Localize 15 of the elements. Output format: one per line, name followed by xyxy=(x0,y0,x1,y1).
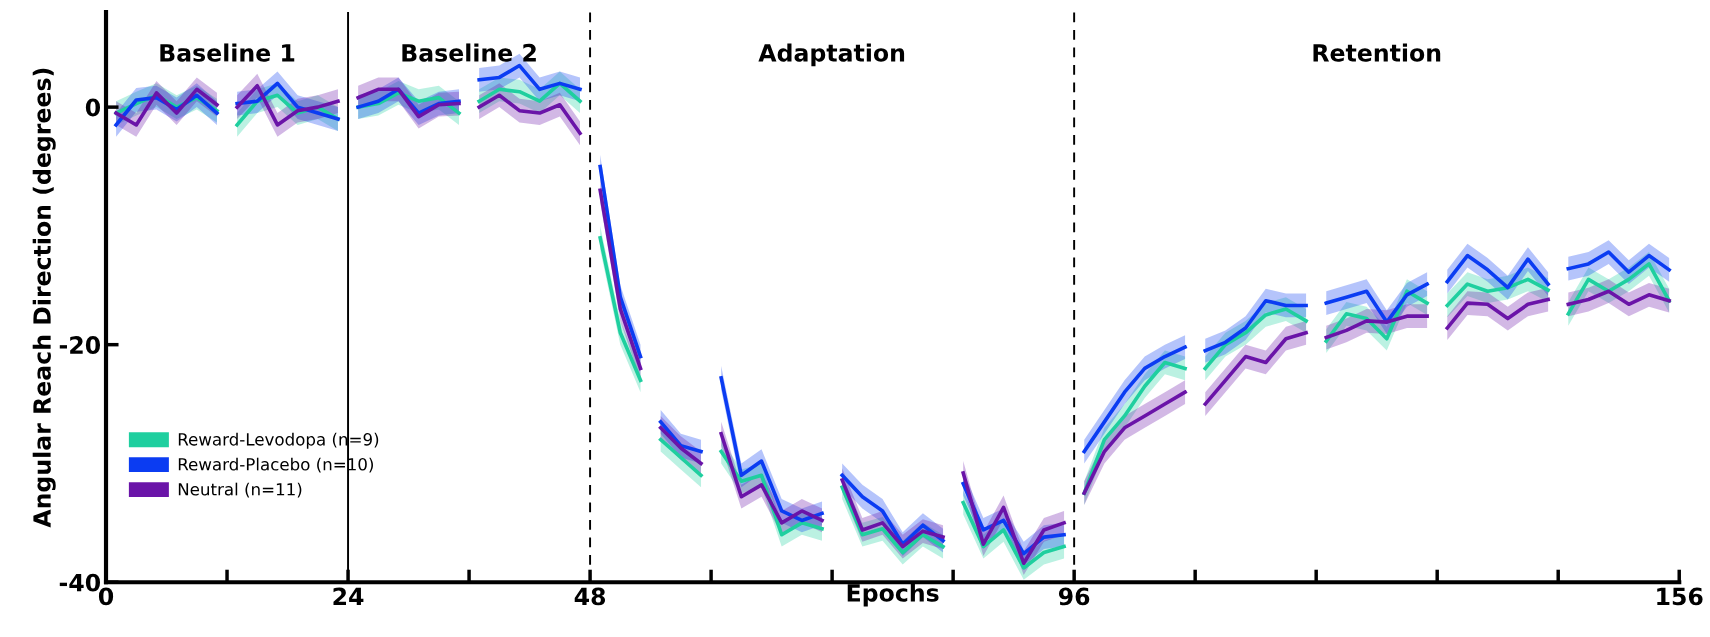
y-tick-label: 0 xyxy=(85,98,101,117)
x-tick-label: 48 xyxy=(574,587,606,606)
x-tick-label: 0 xyxy=(98,587,114,606)
annotation: Baseline 2 xyxy=(402,43,536,62)
annotation: Baseline 1 xyxy=(160,43,295,62)
x-tick-label: 24 xyxy=(333,587,364,606)
legend-label: Neutral (n=11) xyxy=(178,482,302,498)
x-axis-title: Epochs xyxy=(847,583,939,607)
annotation: Retention xyxy=(1313,43,1441,62)
y-axis-title: Angular Reach Direction (degrees) xyxy=(32,68,56,528)
y-tick-label: -20 xyxy=(59,336,101,354)
x-tick-label: 156 xyxy=(1657,587,1703,606)
x-tick-label: 96 xyxy=(1058,587,1090,606)
y-tick-label: -40 xyxy=(59,573,101,592)
annotation: Adaptation xyxy=(758,43,905,67)
